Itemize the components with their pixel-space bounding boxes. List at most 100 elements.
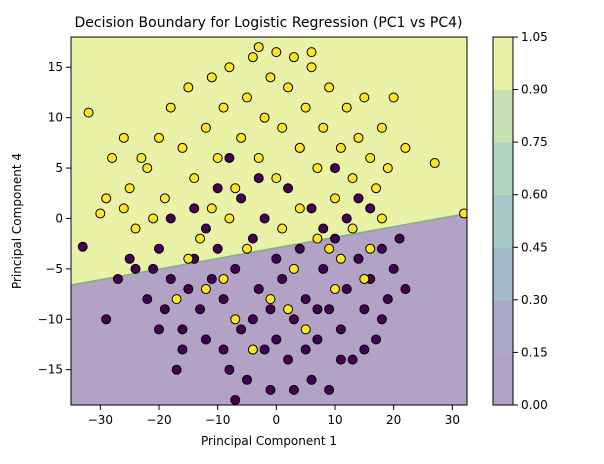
data-point-class-1 [353, 132, 364, 143]
data-point-class-0 [371, 334, 382, 345]
y-tick-label: −5 [45, 262, 63, 276]
data-point-class-0 [124, 253, 135, 264]
colorbar-band [493, 37, 513, 90]
data-point-class-1 [376, 122, 387, 133]
data-point-class-0 [236, 324, 247, 335]
y-tick-label: 5 [55, 161, 63, 175]
y-axis-label: Principal Component 4 [10, 153, 24, 289]
data-point-class-0 [271, 334, 282, 345]
data-point-class-0 [112, 273, 123, 284]
data-point-class-1 [177, 142, 188, 153]
data-point-class-1 [347, 173, 358, 184]
data-point-class-0 [265, 304, 276, 315]
data-point-class-1 [300, 324, 311, 335]
data-point-class-1 [83, 107, 94, 118]
data-point-class-0 [359, 344, 370, 355]
data-point-class-1 [218, 102, 229, 113]
data-point-class-1 [376, 213, 387, 224]
data-point-class-1 [236, 132, 247, 143]
data-point-class-0 [324, 384, 335, 395]
data-point-class-1 [200, 284, 211, 295]
x-tick-label: 30 [445, 413, 460, 427]
data-point-class-0 [212, 243, 223, 254]
data-point-class-1 [400, 142, 411, 153]
data-point-class-1 [224, 213, 235, 224]
data-point-class-0 [200, 223, 211, 234]
data-point-class-0 [77, 241, 88, 252]
data-point-class-1 [95, 208, 106, 219]
data-point-class-0 [154, 243, 164, 254]
colorbar-band [493, 299, 513, 353]
data-point-class-1 [124, 183, 135, 194]
data-point-class-0 [318, 223, 329, 234]
data-point-class-0 [388, 263, 399, 274]
data-point-class-1 [288, 263, 299, 274]
data-point-class-0 [376, 243, 387, 254]
data-point-class-1 [365, 243, 376, 254]
data-point-class-1 [118, 203, 129, 214]
data-point-class-1 [154, 132, 164, 143]
data-point-class-0 [318, 263, 329, 274]
data-point-class-0 [265, 384, 276, 395]
data-point-class-1 [330, 193, 340, 204]
data-point-class-0 [300, 294, 311, 305]
data-point-class-1 [107, 152, 118, 163]
data-point-class-1 [371, 183, 382, 194]
colorbar-band [493, 89, 513, 143]
data-point-class-0 [195, 304, 206, 315]
chart-title: Decision Boundary for Logistic Regressio… [74, 15, 462, 31]
data-point-class-0 [312, 334, 323, 345]
data-point-class-0 [259, 213, 270, 224]
data-point-class-1 [183, 82, 194, 93]
plot-area [71, 37, 467, 405]
data-point-class-0 [353, 193, 364, 204]
colorbar: 0.00 0.15 0.30 0.45 0.60 0.75 0.90 1.05 [492, 30, 548, 412]
data-point-class-1 [253, 42, 264, 53]
data-point-class-1 [159, 193, 170, 204]
colorbar-tick-label: 1.05 [521, 30, 548, 44]
data-point-class-0 [247, 314, 258, 325]
data-point-class-1 [271, 47, 282, 58]
data-point-class-0 [224, 152, 235, 163]
data-point-class-0 [165, 213, 176, 224]
data-point-class-1 [283, 304, 294, 315]
data-point-class-1 [206, 203, 217, 214]
data-point-class-0 [200, 334, 211, 345]
data-point-class-1 [294, 203, 305, 214]
data-point-class-1 [265, 294, 276, 305]
data-point-class-1 [242, 92, 252, 103]
colorbar-band [493, 247, 513, 300]
data-point-class-0 [259, 344, 270, 355]
data-point-class-0 [101, 314, 112, 325]
scatter-points [77, 42, 467, 405]
x-axis: −30 −20 −10 0 10 20 30 [88, 405, 460, 427]
data-point-class-0 [218, 344, 229, 355]
data-point-class-0 [177, 344, 188, 355]
data-point-class-1 [359, 273, 370, 284]
x-tick-label: −30 [88, 413, 113, 427]
data-point-class-0 [353, 253, 364, 264]
data-point-class-0 [300, 344, 311, 355]
data-point-class-0 [253, 284, 264, 295]
data-point-class-0 [230, 263, 241, 274]
data-point-class-1 [283, 82, 294, 93]
y-tick-label: 15 [48, 60, 63, 74]
x-tick-label: −20 [146, 413, 171, 427]
data-point-class-1 [277, 223, 288, 234]
data-point-class-1 [136, 152, 147, 163]
colorbar-tick-label: 0.90 [521, 83, 548, 97]
data-point-class-1 [247, 52, 258, 63]
data-point-class-1 [101, 193, 112, 204]
data-point-class-1 [224, 62, 235, 73]
data-point-class-0 [341, 213, 352, 224]
data-point-class-1 [265, 72, 276, 83]
y-tick-label: −10 [38, 312, 63, 326]
data-point-class-0 [347, 354, 358, 365]
x-tick-label: −10 [205, 413, 230, 427]
data-point-class-1 [247, 344, 258, 355]
data-point-class-0 [177, 324, 188, 335]
data-point-class-0 [288, 314, 299, 325]
data-point-class-0 [283, 183, 294, 194]
data-point-class-0 [212, 183, 223, 194]
